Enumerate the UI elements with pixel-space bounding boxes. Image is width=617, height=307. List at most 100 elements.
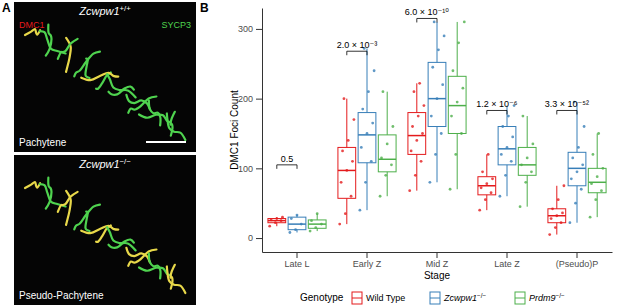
x-tick-label: (Pseudo)P	[556, 259, 599, 269]
median	[448, 105, 466, 107]
median	[358, 134, 376, 136]
p-value: 0.5	[281, 154, 294, 164]
point	[382, 90, 385, 93]
point	[478, 209, 481, 212]
point	[589, 216, 592, 219]
significance-bracket	[277, 165, 297, 169]
median	[428, 98, 446, 100]
point	[568, 221, 571, 224]
box	[518, 147, 536, 175]
whisker-lower	[416, 154, 417, 190]
whisker-upper	[346, 99, 347, 148]
whisker-upper	[486, 154, 487, 176]
chromosome	[40, 31, 66, 53]
point	[371, 122, 374, 125]
whisker-lower	[597, 193, 598, 217]
significance-bracket	[487, 110, 507, 114]
series-group	[268, 82, 566, 236]
point	[373, 69, 376, 72]
point	[526, 156, 529, 159]
point	[413, 90, 416, 93]
point	[510, 160, 513, 163]
series-group	[308, 21, 606, 233]
median	[268, 220, 286, 222]
median	[378, 159, 396, 161]
point	[391, 125, 394, 128]
x-tick-mark	[367, 252, 368, 258]
chromosome	[25, 182, 40, 188]
x-tick-label: Mid Z	[426, 259, 449, 269]
point	[583, 125, 586, 128]
median	[548, 215, 566, 217]
point	[519, 205, 522, 208]
whisker-lower	[276, 223, 277, 226]
point	[576, 170, 579, 173]
y-tick: 300	[238, 24, 262, 34]
x-tick: Late L	[284, 252, 309, 269]
chromosome	[40, 184, 66, 206]
whisker-upper	[556, 186, 557, 209]
whisker-lower	[527, 175, 528, 206]
legend-label: Zcwpw1−/−	[443, 292, 486, 304]
chromosome	[170, 112, 174, 136]
micrograph: Zcwpw1−/−Pseudo-Pachytene	[14, 155, 196, 305]
x-tick: Early Z	[353, 252, 382, 269]
point	[561, 212, 564, 215]
micrograph: Zcwpw1+/+PachyteneDMC1SYCP3	[14, 2, 196, 152]
chromosome	[81, 226, 118, 233]
significance-bracket	[417, 18, 437, 22]
chromosome	[128, 97, 156, 113]
point	[441, 83, 444, 86]
chromosome	[170, 265, 174, 289]
legend-key	[352, 292, 362, 304]
y-tick-mark	[256, 99, 262, 100]
y-tick-mark	[256, 238, 262, 239]
channel-label: DMC1	[19, 20, 45, 30]
box	[498, 127, 516, 165]
point	[418, 82, 421, 85]
box	[568, 152, 586, 185]
figure: AZcwpw1+/+PachyteneDMC1SYCP3Zcwpw1−/−Pse…	[0, 0, 617, 307]
x-tick: (Pseudo)P	[556, 252, 599, 269]
chromosome	[126, 248, 150, 263]
point	[420, 160, 423, 163]
point	[309, 230, 312, 233]
legend-key	[515, 292, 525, 304]
box	[548, 209, 566, 223]
point	[522, 115, 525, 118]
y-tick-label: 200	[238, 94, 253, 104]
chromosome	[46, 25, 52, 56]
x-tick-mark	[507, 252, 508, 258]
point	[268, 225, 271, 228]
stage-label: Pachytene	[19, 137, 67, 148]
whisker-lower	[367, 163, 368, 210]
p-value: 1.2 × 10⁻⁶	[476, 99, 518, 109]
median	[288, 223, 306, 225]
chromosome	[58, 192, 78, 212]
y-tick: 0	[248, 233, 262, 243]
point	[360, 146, 363, 149]
chromosome	[74, 205, 100, 230]
p-value: 2.0 × 10⁻³	[337, 40, 378, 50]
point	[550, 217, 553, 220]
channel-label: SYCP3	[161, 20, 191, 30]
whisker-upper	[317, 214, 318, 220]
point	[423, 104, 426, 107]
legend-key-median	[515, 298, 525, 299]
point	[481, 170, 484, 173]
point	[563, 184, 566, 187]
x-tick-mark	[577, 252, 578, 258]
whisker-lower	[507, 165, 508, 196]
whisker-upper	[597, 133, 598, 168]
annotations: 0.52.0 × 10⁻³6.0 × 10⁻¹⁰1.2 × 10⁻⁶3.3 × …	[277, 7, 589, 168]
median	[568, 168, 586, 170]
median	[338, 170, 356, 172]
box	[448, 76, 466, 133]
median	[498, 148, 516, 150]
point	[296, 214, 299, 217]
stage-label: Pseudo-Pachytene	[19, 290, 104, 301]
series-group	[288, 21, 586, 234]
chromosome	[46, 178, 52, 209]
point	[498, 195, 501, 198]
x-tick-label: Late Z	[494, 259, 520, 269]
